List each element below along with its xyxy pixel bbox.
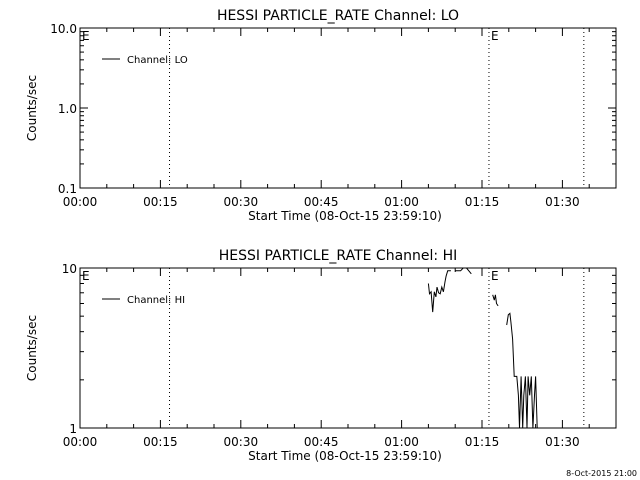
y-axis-label: Counts/sec <box>25 315 39 381</box>
x-tick-label: 01:30 <box>545 195 580 209</box>
x-axis-label: Start Time (08-Oct-15 23:59:10) <box>248 209 442 223</box>
event-label: E <box>491 29 499 43</box>
y-tick-label: 10 <box>62 262 77 276</box>
footer-date: 8-Oct-2015 21:00 <box>566 469 637 478</box>
x-tick-label: 01:15 <box>465 435 500 449</box>
series-line <box>506 312 538 429</box>
x-tick-label: 00:15 <box>143 195 178 209</box>
x-tick-label: 00:00 <box>63 435 98 449</box>
edge-label: E <box>82 29 90 43</box>
x-tick-label: 00:00 <box>63 195 98 209</box>
x-tick-label: 01:00 <box>384 195 419 209</box>
y-tick-label: 1 <box>69 422 77 436</box>
x-tick-label: 00:45 <box>304 195 339 209</box>
y-axis-label: Counts/sec <box>25 75 39 141</box>
x-tick-label: 01:30 <box>545 435 580 449</box>
panel-lo: HESSI PARTICLE_RATE Channel: LO 00:00 00:1… <box>25 8 617 223</box>
x-tick-label: 00:45 <box>304 435 339 449</box>
plot-frame <box>79 27 617 189</box>
x-tick-label: 00:15 <box>143 435 178 449</box>
x-tick-label: 00:30 <box>224 435 259 449</box>
y-tick-label: 10.0 <box>50 22 77 36</box>
series-line <box>492 294 499 307</box>
series-line <box>427 270 451 313</box>
chart-title: HESSI PARTICLE_RATE Channel: LO <box>217 8 459 24</box>
x-tick-label: 01:15 <box>465 195 500 209</box>
x-axis-label: Start Time (08-Oct-15 23:59:10) <box>248 449 442 463</box>
series-line <box>455 267 472 275</box>
y-tick-label: 1.0 <box>58 102 77 116</box>
plot-frame <box>79 267 617 429</box>
edge-label: E <box>82 269 90 283</box>
y-tick-label: 0.1 <box>58 182 77 196</box>
legend-label: Channel: HI <box>127 295 185 306</box>
x-tick-label: 01:00 <box>384 435 419 449</box>
x-tick-label: 00:30 <box>224 195 259 209</box>
event-label: E <box>491 269 499 283</box>
legend-label: Channel: LO <box>127 55 188 66</box>
panel-hi: HESSI PARTICLE_RATE Channel: HI 00:00 00:1… <box>25 248 617 463</box>
chart-title: HESSI PARTICLE_RATE Channel: HI <box>219 248 457 264</box>
